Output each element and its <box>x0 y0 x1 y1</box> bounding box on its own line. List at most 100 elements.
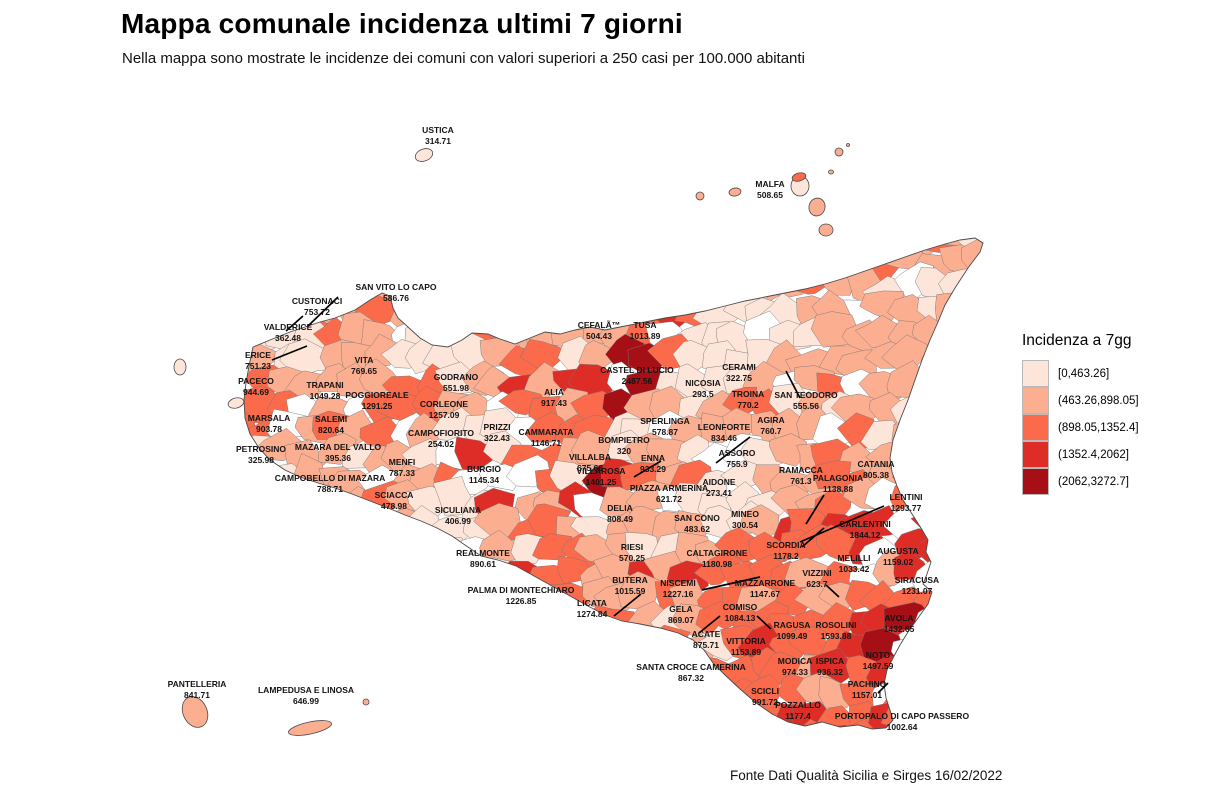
comune-region <box>646 731 692 757</box>
comune-region <box>244 675 278 704</box>
comune-region <box>531 249 567 284</box>
comune-region <box>534 238 575 253</box>
comune-region <box>602 263 636 302</box>
comune-region <box>527 724 568 729</box>
comune-region <box>414 243 453 274</box>
comune-region <box>454 652 500 685</box>
comune-region <box>408 703 446 729</box>
comune-region <box>964 389 983 423</box>
comune-region <box>377 730 423 763</box>
comune-region <box>478 731 519 766</box>
comune-region <box>357 512 407 551</box>
comune-region <box>583 677 623 710</box>
comune-region <box>624 681 674 713</box>
legend: Incidenza a 7gg [0,463.26] (463.26,898.05… <box>1022 332 1139 495</box>
comune-region <box>244 455 252 493</box>
label-leader-line <box>877 682 889 694</box>
comune-region <box>890 637 937 672</box>
comune-region <box>507 627 549 658</box>
comune-region <box>288 606 328 640</box>
comune-region <box>935 410 977 445</box>
comune-region <box>409 638 448 667</box>
page-title: Mappa comunale incidenza ultimi 7 giorni <box>121 8 683 39</box>
comune-region <box>289 518 326 547</box>
comune-region <box>402 613 449 646</box>
comune-region <box>968 372 983 402</box>
comune-region <box>244 610 262 644</box>
label-leader-line <box>701 576 761 591</box>
comune-region <box>906 395 957 428</box>
comune-region <box>338 526 388 565</box>
minor-island <box>695 191 705 201</box>
comune-region <box>432 240 481 275</box>
comune-region <box>558 628 596 664</box>
comune-region <box>260 672 302 707</box>
comune-region <box>637 238 691 261</box>
comune-region <box>586 238 624 251</box>
comune-region <box>917 479 965 511</box>
comune-region <box>584 707 623 729</box>
comune-region <box>312 562 361 599</box>
comune-region <box>959 585 983 620</box>
comune-region <box>280 486 327 524</box>
comune-region <box>721 246 766 288</box>
comune-region <box>522 625 566 662</box>
comune-region <box>362 534 402 568</box>
minor-island <box>846 143 850 147</box>
comune-region <box>248 509 284 547</box>
comune-region <box>532 649 576 681</box>
comune-region <box>916 660 961 687</box>
comune-region <box>961 320 983 355</box>
comune-region <box>361 554 410 585</box>
comune-region <box>934 342 983 380</box>
comune-region <box>461 698 505 729</box>
comune-region <box>650 655 698 689</box>
comune-region <box>478 607 528 633</box>
comune-region <box>456 250 503 280</box>
comune-region <box>264 249 313 287</box>
comune-region <box>629 652 668 687</box>
label-leader-line <box>715 436 751 464</box>
comune-region <box>942 548 982 584</box>
comune-region <box>604 704 645 729</box>
comune-region <box>500 238 543 255</box>
label-leader-line <box>306 296 339 328</box>
comune-region <box>952 726 983 729</box>
comune-region <box>487 655 526 689</box>
comune-region <box>558 709 602 729</box>
comune-region <box>690 722 740 729</box>
legend-row: (463.26,898.05] <box>1022 386 1139 414</box>
comune-region <box>961 290 983 324</box>
comune-region <box>483 265 527 301</box>
comune-region <box>260 602 301 638</box>
legend-title: Incidenza a 7gg <box>1022 332 1132 349</box>
label-leader-line <box>633 460 662 478</box>
comune-region <box>503 656 548 693</box>
comune-region <box>965 274 983 301</box>
comune-region <box>621 733 665 767</box>
comune-region <box>477 249 523 279</box>
comune-region <box>431 697 475 729</box>
comune-region <box>915 370 960 406</box>
comune-region <box>870 238 914 258</box>
comune-region <box>331 728 380 729</box>
comune-region <box>244 290 263 320</box>
comune-region <box>715 263 759 293</box>
comune-region <box>319 681 358 714</box>
comune-region <box>337 634 381 666</box>
comune-region <box>699 254 737 286</box>
comune-region <box>457 730 500 763</box>
comune-region <box>332 250 378 283</box>
comune-region <box>363 268 406 302</box>
comune-region <box>960 627 983 661</box>
comune-region <box>360 651 403 688</box>
comune-region <box>264 484 315 521</box>
comune-region <box>620 238 674 278</box>
comune-region <box>245 724 285 729</box>
comune-region <box>334 607 378 632</box>
comune-region <box>961 412 983 441</box>
comune-region <box>813 243 853 275</box>
comune-region <box>697 267 741 306</box>
comune-region <box>943 622 981 659</box>
